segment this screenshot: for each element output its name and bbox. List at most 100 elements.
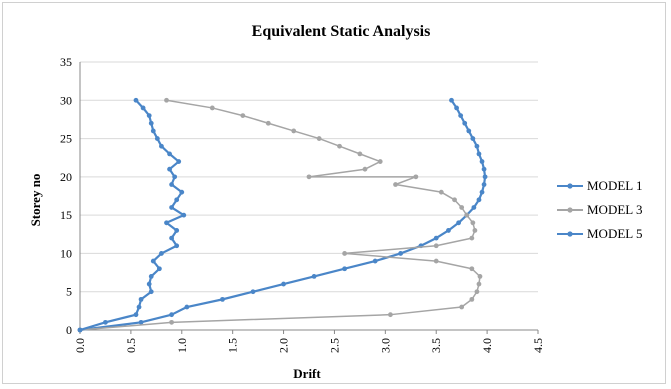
x-tick-label-1.5: 1.5 [226,338,240,353]
point-model-3-5 [474,289,480,295]
point-model-1-1 [138,319,144,325]
point-model-5-12 [169,235,175,241]
point-model-1-4 [220,296,225,302]
y-axis-label: Storey no [28,174,43,227]
point-model-1-29 [454,105,459,111]
point-model-5-1 [103,319,108,325]
point-model-3-28 [265,120,271,126]
point-model-1-28 [458,113,464,118]
point-model-3-13 [472,228,478,233]
point-model-3-3 [459,304,465,310]
legend-item-model-1: MODEL 1 [557,178,643,193]
point-model-1-6 [281,281,286,287]
y-tick-label-35: 35 [60,55,72,69]
point-model-3-17 [452,197,457,203]
y-tick-label-30: 30 [60,93,72,107]
point-model-5-2 [133,312,139,318]
y-tick-label-20: 20 [60,170,72,184]
point-model-3-1 [169,319,175,325]
point-model-1-18 [479,189,485,195]
series-model-3 [77,97,483,333]
point-model-5-7 [148,274,154,279]
point-model-1-10 [398,251,403,256]
point-model-1-12 [433,235,439,241]
point-model-1-2 [169,312,175,318]
point-model-5-16 [169,205,175,210]
point-model-5-21 [167,166,172,172]
point-model-5-5 [148,289,154,295]
x-tick-label-3.5: 3.5 [429,338,443,353]
point-model-1-13 [446,228,451,233]
point-model-5-22 [176,159,182,164]
point-model-5-15 [181,212,187,218]
point-model-5-10 [159,251,164,256]
point-model-3-19 [393,182,398,187]
point-model-3-12 [469,235,475,241]
point-model-1-24 [474,143,480,149]
legend: MODEL 1 MODEL 3 MODEL 5 [557,178,643,241]
point-model-3-29 [240,113,246,118]
point-model-3-22 [362,166,368,172]
point-model-5-17 [174,197,180,203]
point-model-3-16 [459,205,465,210]
point-model-1-22 [479,159,485,164]
point-model-3-10 [342,251,348,256]
y-tick-label-5: 5 [66,285,72,299]
point-model-1-20 [482,174,488,180]
point-model-1-7 [311,274,317,279]
gridlines [80,61,538,331]
point-model-1-21 [481,166,487,172]
point-model-3-26 [316,136,322,141]
point-model-3-18 [438,189,444,195]
y-tick-label-25: 25 [60,132,72,146]
point-model-3-21 [306,174,312,180]
y-tick-label-10: 10 [60,246,72,260]
point-model-5-11 [174,243,180,249]
x-tick-label-4.0: 4.0 [480,338,494,353]
point-model-5-8 [156,266,162,272]
point-model-3-24 [357,151,363,157]
point-model-3-27 [291,128,297,134]
point-model-5-6 [146,281,152,287]
point-model-3-6 [476,281,482,287]
point-model-5-25 [154,136,160,141]
series-group [77,97,488,333]
point-model-3-25 [337,143,342,149]
point-model-1-19 [481,182,487,187]
point-model-3-8 [469,266,475,272]
point-model-1-27 [462,120,468,126]
point-model-3-20 [413,174,419,180]
point-model-5-0 [77,327,83,333]
point-model-1-8 [342,266,348,272]
point-model-1-14 [456,220,462,226]
legend-label-model-1: MODEL 1 [587,178,643,193]
point-model-1-3 [184,304,190,310]
legend-label-model-5: MODEL 5 [587,226,643,241]
legend-swatch-marker-model-3 [567,207,573,213]
point-model-3-14 [470,220,476,226]
point-model-3-4 [469,296,475,302]
x-tick-label-0.0: 0.0 [73,338,87,353]
point-model-5-14 [164,220,169,226]
point-model-3-9 [433,258,439,264]
point-model-3-2 [388,312,393,318]
x-tick-label-4.5: 4.5 [531,338,545,353]
point-model-3-30 [209,105,215,111]
legend-item-model-3: MODEL 3 [557,202,643,217]
point-model-3-23 [377,159,383,164]
x-axis-label: Drift [293,366,321,381]
point-model-5-20 [172,174,178,180]
y-tick-label-0: 0 [66,323,72,337]
point-model-5-28 [146,113,152,118]
point-model-5-18 [179,189,185,195]
point-model-1-25 [470,136,476,141]
point-model-1-23 [476,151,482,157]
point-model-1-16 [471,205,477,210]
x-tick-label-2.0: 2.0 [277,338,291,353]
point-model-1-17 [476,197,482,203]
x-tick-label-1.0: 1.0 [175,338,189,353]
point-model-5-23 [167,151,172,157]
point-model-5-26 [150,128,156,134]
point-model-1-9 [372,258,378,264]
